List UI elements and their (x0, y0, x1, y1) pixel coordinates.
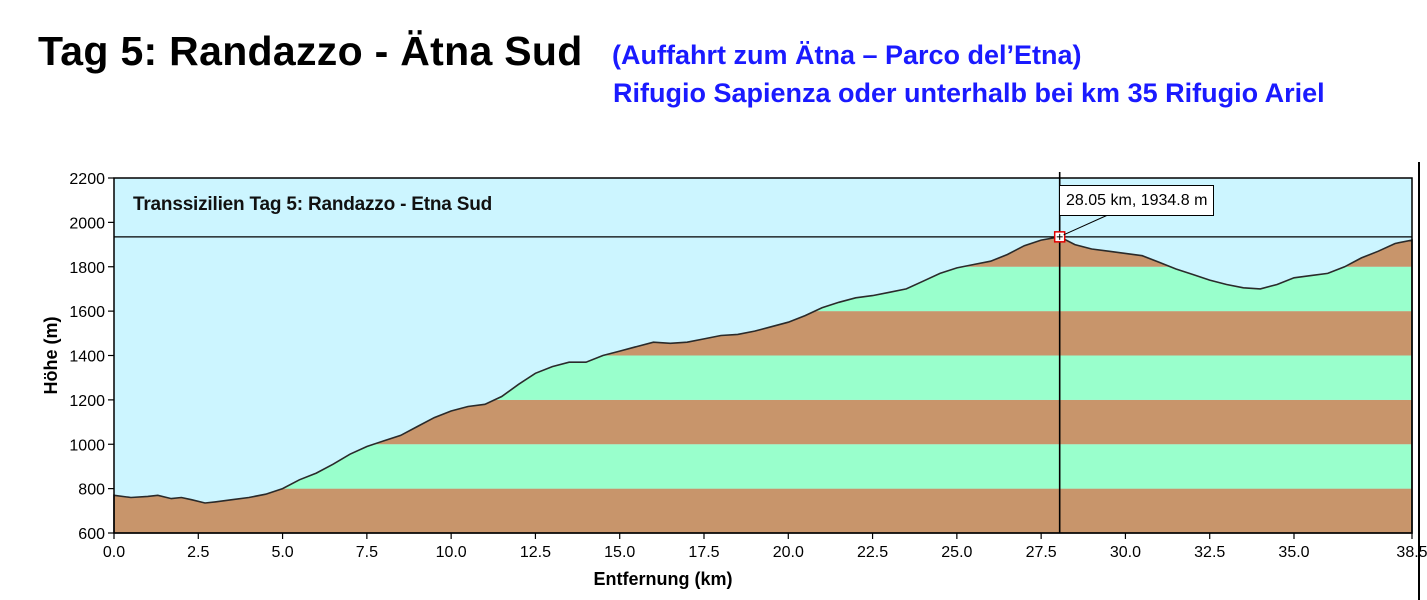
x-tick-label: 10.0 (436, 544, 467, 561)
y-tick-label: 1400 (69, 349, 105, 366)
x-tick-label: 35.0 (1278, 544, 1309, 561)
chart-title: Transsizilien Tag 5: Randazzo - Etna Sud (133, 194, 493, 215)
x-tick-label: 22.5 (857, 544, 888, 561)
y-tick-label: 1800 (69, 260, 105, 277)
x-tick-label: 38.5 (1396, 544, 1427, 561)
elevation-band (114, 488, 1412, 533)
x-tick-label: 25.0 (941, 544, 972, 561)
marker-callout-line (1063, 213, 1111, 236)
marker-tooltip: 28.05 km, 1934.8 m (1059, 185, 1215, 216)
x-tick-label: 27.5 (1026, 544, 1057, 561)
x-tick-label: 20.0 (773, 544, 804, 561)
y-tick-label: 2200 (69, 171, 105, 188)
x-tick-label: 12.5 (520, 544, 551, 561)
page-subtitle-line-1: (Auffahrt zum Ätna – Parco del’Etna) (612, 40, 1082, 70)
x-tick-label: 15.0 (604, 544, 635, 561)
y-tick-label: 1600 (69, 304, 105, 321)
elevation-line (113, 235, 1413, 534)
x-tick-label: 2.5 (187, 544, 209, 561)
page-title: Tag 5: Randazzo - Ätna Sud (38, 28, 583, 74)
x-tick-label: 32.5 (1194, 544, 1225, 561)
x-tick-label: 17.5 (688, 544, 719, 561)
y-axis-label: Höhe (m) (41, 317, 61, 395)
y-tick-label: 800 (78, 482, 105, 499)
page-subtitle-line-2: Rifugio Sapienza oder unterhalb bei km 3… (613, 78, 1325, 108)
x-tick-label: 7.5 (356, 544, 378, 561)
y-tick-label: 1000 (69, 437, 105, 454)
y-tick-label: 1200 (69, 393, 105, 410)
x-axis-label: Entfernung (km) (594, 569, 733, 589)
x-tick-label: 5.0 (271, 544, 293, 561)
x-tick-label: 0.0 (103, 544, 125, 561)
y-tick-label: 600 (78, 526, 105, 543)
y-tick-label: 2000 (69, 215, 105, 232)
x-tick-label: 30.0 (1110, 544, 1141, 561)
